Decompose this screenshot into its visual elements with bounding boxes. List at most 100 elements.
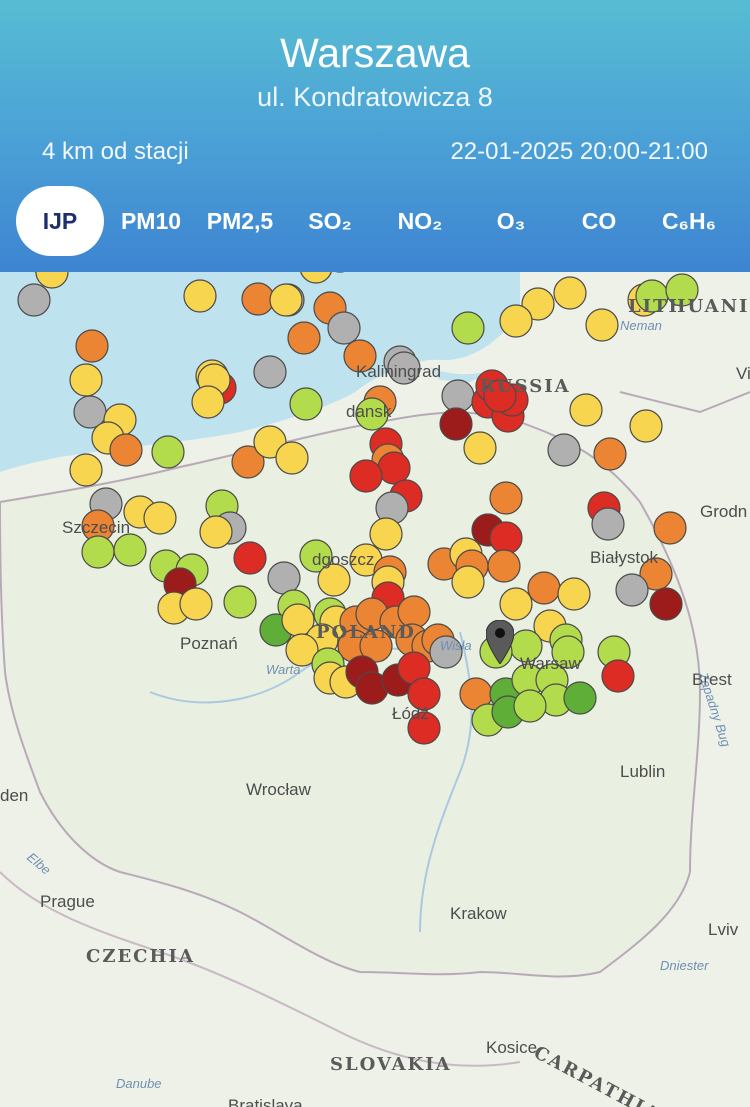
station-marker[interactable] <box>653 511 687 545</box>
station-marker[interactable] <box>289 387 323 421</box>
station-marker[interactable] <box>451 311 485 345</box>
station-marker[interactable] <box>75 329 109 363</box>
tab-pm25[interactable]: PM2,5 <box>206 208 274 234</box>
station-marker[interactable] <box>179 587 213 621</box>
station-marker[interactable] <box>601 659 635 693</box>
station-marker[interactable] <box>489 481 523 515</box>
station-marker[interactable] <box>585 308 619 342</box>
station-marker[interactable] <box>241 282 275 316</box>
label-bialystok: Białystok <box>590 548 659 567</box>
station-marker[interactable] <box>267 561 301 595</box>
label-prague: Prague <box>40 892 95 911</box>
station-marker[interactable] <box>275 441 309 475</box>
label-vi: Vi <box>736 364 750 383</box>
pollutant-tabs: IJP PM10 PM2,5 SO₂ NO₂ O₃ CO C₆H₆ <box>0 186 750 256</box>
station-marker[interactable] <box>199 515 233 549</box>
station-marker[interactable] <box>513 689 547 723</box>
station-marker[interactable] <box>649 587 683 621</box>
label-wroclaw: Wrocław <box>246 780 311 799</box>
station-marker[interactable] <box>569 393 603 427</box>
station-street: ul. Kondratowicza 8 <box>257 82 493 112</box>
station-marker[interactable] <box>269 283 303 317</box>
station-marker[interactable] <box>317 563 351 597</box>
station-marker[interactable] <box>253 355 287 389</box>
station-marker[interactable] <box>439 407 473 441</box>
station-marker[interactable] <box>639 557 673 591</box>
station-marker[interactable] <box>451 565 485 599</box>
station-marker[interactable] <box>327 311 361 345</box>
measurement-datetime: 22-01-2025 20:00-21:00 <box>450 138 708 165</box>
label-dresden: den <box>0 786 29 805</box>
station-marker[interactable] <box>553 276 587 310</box>
station-marker[interactable] <box>407 711 441 745</box>
tab-c6h6[interactable]: C₆H₆ <box>661 208 717 234</box>
station-marker[interactable] <box>551 635 585 669</box>
station-marker[interactable] <box>557 577 591 611</box>
station-marker[interactable] <box>355 397 389 431</box>
label-bratislava: Bratislava <box>228 1096 303 1107</box>
station-marker[interactable] <box>299 539 333 573</box>
station-marker[interactable] <box>487 549 521 583</box>
station-marker[interactable] <box>349 459 383 493</box>
air-quality-map[interactable]: LITHUANI Neman Kaliningrad RUSSIA Vi dan… <box>0 272 750 1107</box>
label-poznan: Poznań <box>180 634 238 653</box>
station-marker[interactable] <box>615 573 649 607</box>
label-dniester: Dniester <box>660 958 709 973</box>
station-marker[interactable] <box>343 339 377 373</box>
station-marker[interactable] <box>183 279 217 313</box>
station-marker[interactable] <box>231 445 265 479</box>
station-marker[interactable] <box>441 379 475 413</box>
station-marker[interactable] <box>387 351 421 385</box>
station-marker[interactable] <box>300 272 332 284</box>
tab-ijp[interactable]: IJP <box>16 186 104 256</box>
station-marker[interactable] <box>143 501 177 535</box>
station-marker[interactable] <box>17 283 51 317</box>
tab-pm10[interactable]: PM10 <box>120 208 182 234</box>
tab-co[interactable]: CO <box>581 208 617 234</box>
station-marker[interactable] <box>113 533 147 567</box>
river-wisla <box>419 631 473 933</box>
station-marker[interactable] <box>527 571 561 605</box>
station-markers <box>17 272 699 745</box>
station-marker[interactable] <box>463 431 497 465</box>
station-marker[interactable] <box>285 633 319 667</box>
station-marker[interactable] <box>35 272 69 289</box>
station-header: Warszawa ul. Kondratowicza 8 4 km od sta… <box>0 0 750 272</box>
station-marker[interactable] <box>593 437 627 471</box>
station-marker[interactable] <box>483 379 517 413</box>
tab-so2[interactable]: SO₂ <box>308 208 352 234</box>
station-marker[interactable] <box>233 541 267 575</box>
map-pin-icon[interactable] <box>486 620 514 664</box>
label-lodz: Łódź <box>392 704 429 723</box>
map-canvas[interactable] <box>0 272 750 1107</box>
station-marker[interactable] <box>547 433 581 467</box>
station-marker[interactable] <box>591 507 625 541</box>
station-marker[interactable] <box>407 677 441 711</box>
station-marker[interactable] <box>429 635 463 669</box>
station-marker[interactable] <box>151 435 185 469</box>
station-city: Warszawa <box>280 30 470 76</box>
label-szczecin: Szczecin <box>62 518 131 537</box>
station-marker[interactable] <box>191 385 225 419</box>
station-marker[interactable] <box>629 409 663 443</box>
tab-no2[interactable]: NO₂ <box>397 208 443 234</box>
label-lviv: Lviv <box>708 920 739 939</box>
station-marker[interactable] <box>359 629 393 663</box>
station-marker[interactable] <box>369 517 403 551</box>
label-danube: Danube <box>116 1076 162 1091</box>
station-marker[interactable] <box>69 363 103 397</box>
station-marker[interactable] <box>81 535 115 569</box>
station-marker[interactable] <box>665 273 699 307</box>
station-marker[interactable] <box>287 321 321 355</box>
label-czechia: CZECHIA <box>86 946 195 967</box>
station-marker[interactable] <box>499 587 533 621</box>
station-marker[interactable] <box>563 681 597 715</box>
station-marker[interactable] <box>521 287 555 321</box>
station-marker[interactable] <box>223 585 257 619</box>
tab-o3[interactable]: O₃ <box>496 208 526 234</box>
station-marker[interactable] <box>109 433 143 467</box>
station-marker[interactable] <box>377 451 411 485</box>
station-marker[interactable] <box>489 521 523 555</box>
station-marker[interactable] <box>69 453 103 487</box>
station-marker[interactable] <box>499 304 533 338</box>
